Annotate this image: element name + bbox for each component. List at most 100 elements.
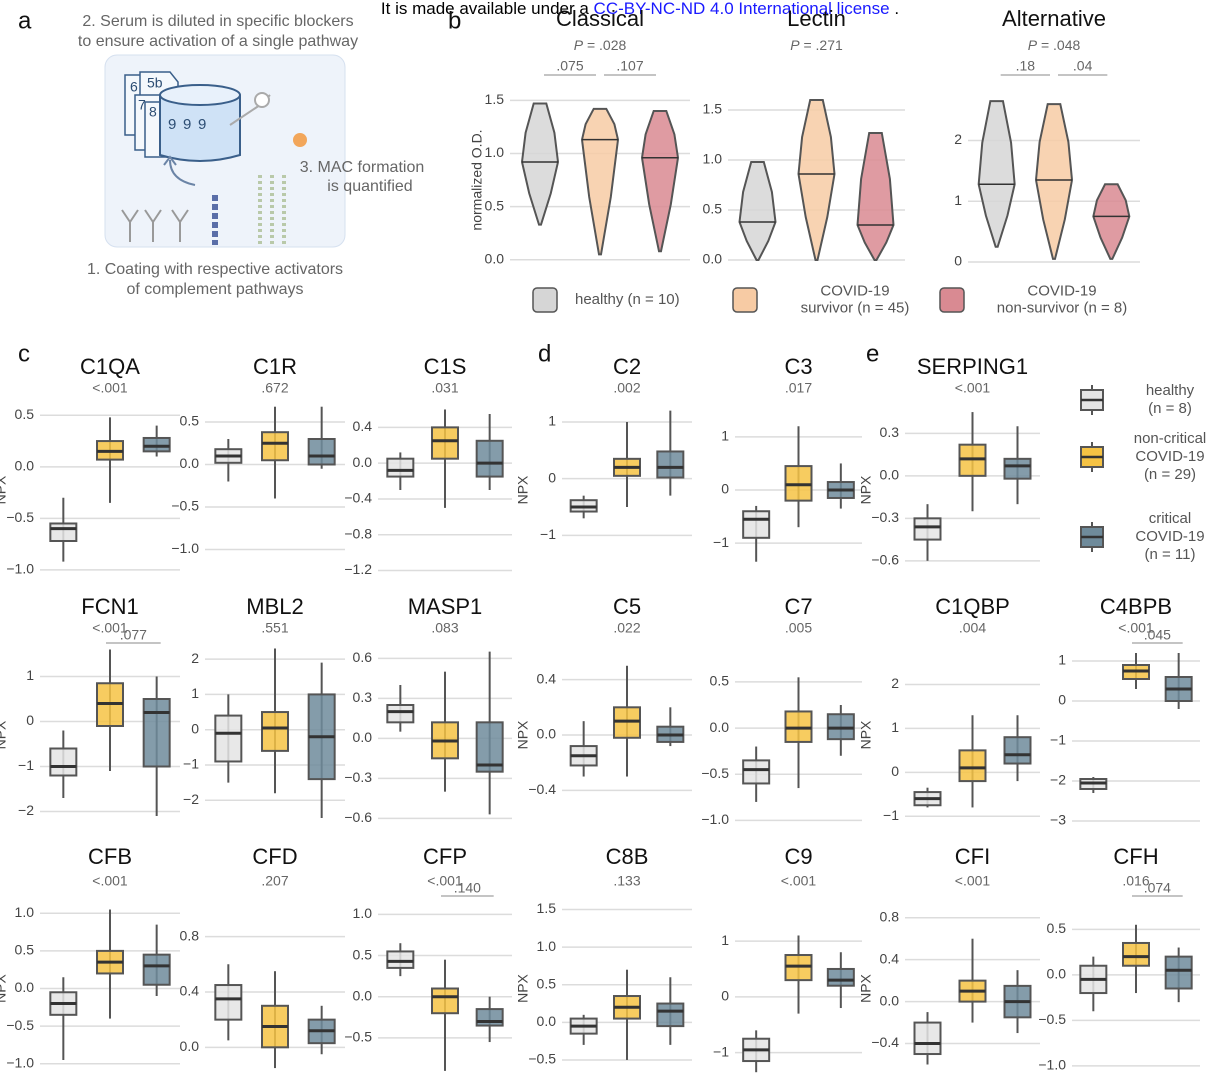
- legend-label: non-critical: [1134, 430, 1207, 447]
- y-tick-label: 1: [548, 413, 556, 429]
- p-value: .022: [613, 620, 640, 636]
- y-tick-label: −1: [183, 756, 199, 772]
- y-tick-label: −3: [1050, 812, 1066, 828]
- y-axis-label: NPX: [515, 720, 531, 749]
- box: [1164, 955, 1193, 990]
- y-tick-label: −0.5: [701, 765, 729, 781]
- y-tick-label: 0.5: [485, 197, 505, 213]
- y-tick-label: 2: [954, 131, 962, 147]
- y-tick-label: 0.0: [15, 979, 35, 995]
- y-tick-label: 0.0: [180, 455, 200, 471]
- tube-label: 9: [168, 116, 176, 133]
- chart-title: C1QA: [80, 354, 140, 379]
- box: [742, 759, 771, 785]
- y-tick-label: −0.5: [528, 1051, 556, 1067]
- violin: [640, 109, 680, 253]
- chart-title: C1QBP: [935, 594, 1010, 619]
- violin: [797, 99, 836, 261]
- tube-label: 5b: [147, 75, 163, 91]
- tube-top: [159, 84, 241, 106]
- p-symbol: P: [790, 37, 800, 53]
- y-tick-label: 0.4: [537, 670, 557, 686]
- bracket-label: .045: [1144, 627, 1171, 643]
- chart-title: C7: [784, 594, 812, 619]
- y-axis-label: normalized O.D.: [469, 129, 485, 230]
- y-tick-label: −0.4: [344, 490, 372, 506]
- y-tick-label: −0.4: [871, 1034, 899, 1050]
- p-value: .004: [959, 620, 986, 636]
- box: [1003, 736, 1032, 765]
- p-symbol: P: [1028, 37, 1038, 53]
- y-tick-label: 2: [891, 675, 899, 691]
- box: [742, 510, 771, 539]
- y-tick-label: 1: [721, 932, 729, 948]
- license-link[interactable]: CC-BY-NC-ND 4.0 International license: [594, 0, 890, 18]
- y-axis-label: NPX: [0, 973, 9, 1002]
- y-tick-label: 0.5: [15, 406, 35, 422]
- y-tick-label: 0.0: [353, 729, 373, 745]
- tube-label: 7: [138, 97, 146, 113]
- box: [214, 714, 243, 763]
- p-value: P = .048: [1028, 37, 1081, 53]
- y-tick-label: 0.0: [537, 726, 557, 742]
- assay-diagram: 6 5b 7 8 9 9 9 2. Serum is diluted in sp…: [78, 13, 424, 298]
- legend-label: survivor (n = 45): [801, 299, 910, 316]
- p-value: .551: [261, 620, 288, 636]
- y-tick-label: 1: [891, 719, 899, 735]
- legend-label: (n = 11): [1145, 546, 1196, 563]
- p-text: = .271: [800, 37, 843, 53]
- p-text: = .028: [583, 37, 626, 53]
- y-tick-label: −2: [1050, 772, 1066, 788]
- y-tick-label: 0: [954, 253, 962, 269]
- y-tick-label: 0.5: [180, 413, 200, 429]
- legend-swatch: [732, 287, 758, 313]
- box: [142, 698, 171, 768]
- y-tick-label: −1: [713, 1043, 729, 1059]
- chart-title: C8B: [606, 844, 649, 869]
- panel-letter: e: [866, 340, 879, 367]
- license-note: It is made available under a CC-BY-NC-ND…: [381, 0, 899, 18]
- violin: [1034, 103, 1074, 260]
- bracket-label: .04: [1073, 58, 1093, 74]
- box: [826, 967, 855, 987]
- panel-letter: c: [18, 340, 30, 367]
- y-tick-label: −0.3: [344, 769, 372, 785]
- y-tick-label: −1: [713, 534, 729, 550]
- tube-label: 6: [130, 79, 138, 95]
- p-value: <.001: [781, 873, 817, 889]
- p-value: .672: [261, 380, 288, 396]
- chart-title: CFH: [1113, 844, 1158, 869]
- box: [913, 1021, 942, 1056]
- chart-title: CFD: [252, 844, 297, 869]
- box: [958, 749, 987, 783]
- box: [913, 517, 942, 541]
- box: [431, 426, 459, 460]
- arrowhead: [163, 155, 177, 166]
- y-tick-label: 1.5: [485, 91, 505, 107]
- y-tick-label: −2: [18, 802, 34, 818]
- legend-label: COVID-19: [1135, 528, 1204, 545]
- p-value: .002: [613, 380, 640, 396]
- y-tick-label: −1.0: [1038, 1057, 1066, 1073]
- p-value: <.001: [427, 873, 463, 889]
- chart-title: SERPING1: [917, 354, 1028, 379]
- chart-title: MASP1: [408, 594, 483, 619]
- box: [261, 711, 289, 752]
- y-tick-label: 0.4: [353, 418, 373, 434]
- violin: [520, 102, 560, 226]
- tube: [159, 95, 241, 162]
- y-tick-label: −0.5: [6, 1017, 34, 1033]
- violin: [580, 107, 620, 256]
- box: [386, 457, 415, 478]
- box: [386, 950, 415, 969]
- y-tick-label: 1: [191, 685, 199, 701]
- legend-label: healthy (n = 10): [575, 291, 680, 308]
- y-tick-label: −0.3: [871, 509, 899, 525]
- violin: [977, 100, 1016, 248]
- chart-title: C2: [613, 354, 641, 379]
- y-tick-label: 0.0: [880, 992, 900, 1008]
- y-tick-label: 0.8: [180, 927, 200, 943]
- y-tick-label: −0.6: [871, 552, 899, 568]
- legend-label: non-survivor (n = 8): [997, 299, 1127, 316]
